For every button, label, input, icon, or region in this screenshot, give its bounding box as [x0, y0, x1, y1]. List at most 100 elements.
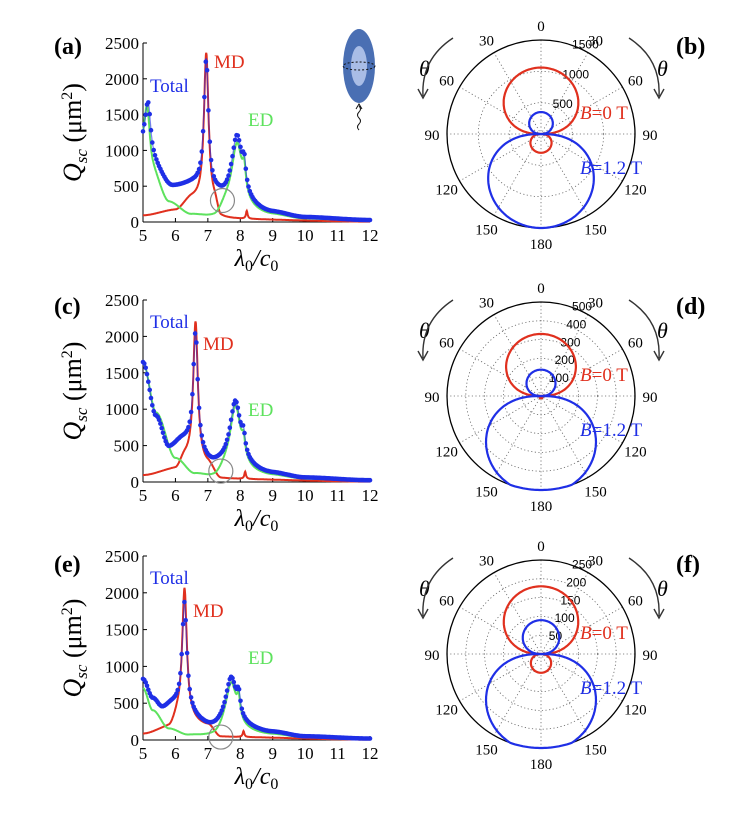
x-tick-label: 12	[362, 226, 379, 245]
x-label-slash: /c	[251, 246, 271, 272]
y-axis-label: Qsc (μm2)	[58, 83, 91, 182]
y-tick-label: 2500	[105, 291, 139, 310]
series-label-md: MD	[203, 334, 234, 355]
field-label-b12: B=1.2 T	[580, 678, 642, 699]
polar-ring	[465, 578, 617, 730]
data-point-total	[228, 417, 234, 423]
field-label-symbol: B	[580, 103, 592, 124]
field-label-value: =0 T	[592, 103, 629, 124]
data-point-total	[238, 144, 243, 150]
data-point-total	[140, 129, 146, 134]
field-label-b12: B=1.2 T	[580, 420, 642, 441]
angle-label: 120	[435, 445, 458, 461]
y-tick-label: 1000	[105, 141, 139, 160]
series-line-md	[143, 52, 370, 223]
y-label-main: Q	[58, 163, 87, 182]
angle-label: 90	[425, 390, 440, 406]
angle-label: 60	[439, 594, 454, 610]
data-point-total	[199, 149, 205, 154]
data-point-total	[150, 140, 155, 145]
radial-tick-label: 100	[549, 371, 569, 385]
y-label-main: Q	[58, 421, 87, 440]
angle-label: 180	[530, 237, 553, 253]
data-point-total	[367, 217, 373, 223]
field-label-b0: B=0 T	[580, 623, 628, 644]
angle-label: 60	[628, 74, 643, 90]
x-tick-label: 5	[139, 486, 148, 505]
angle-label: 60	[439, 336, 454, 352]
data-point-total	[220, 704, 226, 709]
data-point-total	[239, 706, 245, 711]
data-point-total	[179, 651, 184, 657]
theta-label-right: θ	[657, 56, 668, 81]
radial-tick-label: 300	[560, 335, 580, 349]
data-point-total	[243, 166, 249, 171]
data-point-total	[206, 108, 211, 113]
x-label-sub1: 0	[245, 776, 253, 793]
field-label-value: =1.2 T	[592, 678, 643, 699]
data-point-total	[226, 432, 231, 437]
y-tick-label: 0	[131, 213, 140, 232]
data-point-total	[186, 424, 191, 430]
data-point-total	[156, 417, 162, 423]
data-point-total	[235, 405, 241, 411]
data-point-total	[144, 371, 150, 377]
data-point-total	[160, 430, 166, 436]
theta-label-left: θ	[419, 318, 430, 343]
angle-label: 120	[624, 183, 647, 199]
y-tick-label: 2500	[105, 34, 139, 53]
radial-tick-label: 200	[555, 353, 575, 367]
field-label-value: =0 T	[592, 623, 629, 644]
y-tick-label: 1500	[105, 621, 139, 640]
x-tick-label: 5	[139, 226, 148, 245]
x-tick-label: 5	[139, 744, 148, 763]
data-point-total	[187, 419, 192, 425]
y-axis-label: Qsc (μm2)	[58, 342, 91, 441]
x-tick-label: 11	[329, 486, 345, 505]
data-point-total	[246, 184, 251, 189]
series-label-ed: ED	[248, 648, 273, 669]
pattern-curve-b12	[487, 111, 595, 230]
crossing-circle-marker	[208, 724, 234, 750]
x-tick-label: 7	[204, 486, 213, 505]
angle-label: 60	[628, 336, 643, 352]
angle-label: 150	[584, 222, 607, 238]
y-tick-label: 2000	[105, 584, 139, 603]
angle-label: 60	[439, 74, 454, 90]
polar-panel-b: 500100015000303060609090120120150150180B…	[417, 19, 705, 253]
data-point-total	[234, 399, 239, 405]
data-point-total	[207, 139, 213, 144]
field-label-value: =1.2 T	[592, 158, 643, 179]
data-point-total	[226, 682, 231, 687]
x-label-main: λ	[234, 246, 245, 272]
x-tick-label: 9	[268, 486, 277, 505]
polar-ring	[502, 357, 579, 434]
angle-label: 150	[475, 742, 498, 758]
y-label-unit: (μm	[58, 100, 87, 149]
x-axis-label: λ0/c0	[234, 764, 279, 793]
x-tick-label: 8	[236, 744, 245, 763]
data-point-total	[184, 650, 190, 656]
field-label-symbol: B	[580, 678, 592, 699]
y-tick-label: 0	[131, 473, 140, 492]
data-point-total	[198, 422, 203, 428]
y-tick-label: 1000	[105, 657, 139, 676]
x-tick-label: 8	[236, 486, 245, 505]
rotation-arrowhead-left	[417, 350, 429, 362]
data-point-total	[178, 670, 183, 676]
x-label-sub1: 0	[245, 518, 253, 535]
pattern-curve-b0	[502, 585, 580, 674]
data-point-total	[187, 686, 192, 692]
data-point-total	[231, 145, 237, 150]
pattern-curve-b0	[505, 332, 577, 400]
field-label-value: =1.2 T	[592, 420, 643, 441]
angle-label: 150	[475, 484, 498, 500]
data-point-total	[147, 387, 152, 393]
angle-label: 150	[475, 222, 498, 238]
y-tick-label: 2000	[105, 327, 139, 346]
y-tick-label: 500	[114, 177, 140, 196]
x-tick-label: 7	[204, 226, 213, 245]
polar-panel-f: 5010015020025003030606090901201201501501…	[417, 539, 700, 773]
data-point-total	[226, 173, 231, 178]
